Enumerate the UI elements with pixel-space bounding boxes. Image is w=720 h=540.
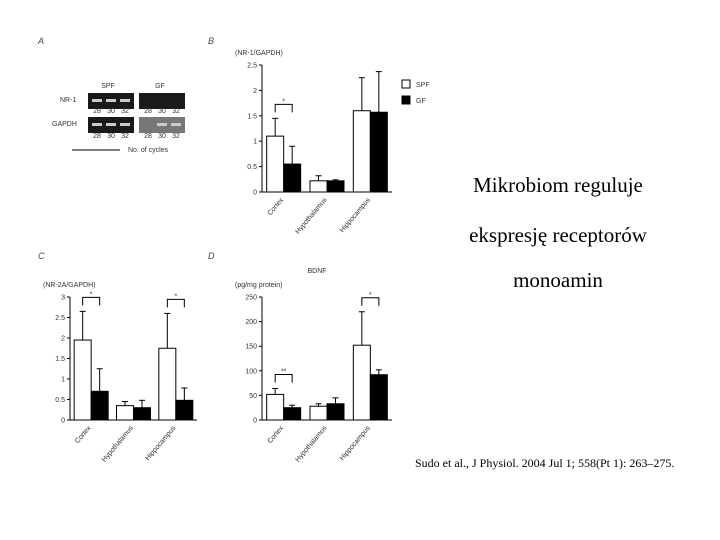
slide-title: monoamin bbox=[513, 268, 603, 292]
y-tick-label: 3 bbox=[61, 295, 65, 302]
significance-bracket bbox=[361, 297, 380, 306]
bar bbox=[175, 399, 194, 421]
gel-group: SPF bbox=[101, 83, 115, 90]
bar bbox=[266, 135, 285, 193]
slide-title: ekspresję receptorów bbox=[469, 223, 648, 247]
gel-cycle: 28 bbox=[93, 133, 101, 140]
bar bbox=[309, 180, 328, 193]
bar bbox=[116, 405, 134, 421]
y-tick-label: 0.5 bbox=[247, 164, 257, 171]
bar bbox=[326, 403, 345, 421]
y-tick-label: 1 bbox=[61, 377, 65, 384]
bar bbox=[326, 180, 345, 193]
gel bbox=[139, 93, 185, 109]
bar bbox=[309, 405, 328, 421]
legend-label: GF bbox=[416, 98, 426, 105]
significance-bracket bbox=[274, 374, 293, 383]
significance-bracket bbox=[274, 103, 293, 113]
y-axis-label: (NR-1/GAPDH) bbox=[235, 50, 283, 57]
bar bbox=[90, 390, 109, 421]
y-tick-label: 0 bbox=[253, 418, 257, 425]
bar bbox=[369, 111, 388, 193]
bar bbox=[266, 393, 285, 421]
bar bbox=[158, 347, 177, 421]
chart-title: BDNF bbox=[307, 268, 326, 275]
legend-swatch bbox=[401, 79, 411, 89]
y-tick-label: 2.5 bbox=[247, 63, 257, 70]
gel-cycle: 32 bbox=[172, 108, 180, 115]
gel-cycle: 28 bbox=[144, 108, 152, 115]
bar bbox=[283, 407, 302, 421]
legend-label: SPF bbox=[416, 82, 430, 89]
panel-letter: A bbox=[37, 36, 44, 46]
bar bbox=[133, 407, 151, 421]
bar bbox=[352, 344, 371, 421]
cycles-label: No. of cycles bbox=[128, 147, 169, 154]
y-tick-label: 250 bbox=[245, 295, 257, 302]
significance-label: * bbox=[282, 98, 285, 105]
gel-cycle: 32 bbox=[121, 133, 129, 140]
bar bbox=[73, 339, 92, 421]
y-tick-label: 1 bbox=[253, 139, 257, 146]
significance-label: * bbox=[369, 292, 372, 299]
panel-letter: C bbox=[38, 251, 45, 261]
significance-label: * bbox=[174, 293, 177, 300]
significance-bracket bbox=[166, 298, 185, 308]
significance-label: ** bbox=[281, 369, 287, 376]
gel-cycle: 32 bbox=[172, 133, 180, 140]
gel-cycle: 28 bbox=[144, 133, 152, 140]
gel-row: GAPDH bbox=[52, 121, 77, 128]
slide-title: Mikrobiom reguluje bbox=[473, 173, 643, 197]
gel-group: GF bbox=[155, 83, 165, 90]
y-tick-label: 150 bbox=[245, 344, 257, 351]
bar bbox=[283, 163, 302, 193]
y-tick-label: 2.5 bbox=[55, 315, 65, 322]
y-tick-label: 2 bbox=[253, 88, 257, 95]
y-tick-label: 0.5 bbox=[55, 397, 65, 404]
bar bbox=[352, 110, 371, 193]
gel-cycle: 30 bbox=[158, 108, 166, 115]
significance-bracket bbox=[82, 296, 101, 306]
y-axis-label: (NR-2A/GAPDH) bbox=[43, 282, 96, 289]
gel-cycle: 30 bbox=[107, 133, 115, 140]
gel-cycle: 32 bbox=[121, 108, 129, 115]
panel-letter: D bbox=[208, 251, 215, 261]
y-tick-label: 50 bbox=[249, 393, 257, 400]
y-tick-label: 200 bbox=[245, 319, 257, 326]
panel-letter: B bbox=[208, 36, 214, 46]
legend-swatch bbox=[401, 95, 411, 105]
y-tick-label: 2 bbox=[61, 336, 65, 343]
y-tick-label: 0 bbox=[253, 190, 257, 197]
y-tick-label: 0 bbox=[61, 418, 65, 425]
y-tick-label: 1.5 bbox=[247, 113, 257, 120]
significance-label: * bbox=[90, 291, 93, 298]
citation: Sudo et al., J Physiol. 2004 Jul 1; 558(… bbox=[415, 456, 674, 470]
y-tick-label: 1.5 bbox=[55, 356, 65, 363]
y-axis-label: (pg/mg protein) bbox=[235, 282, 282, 289]
gel-cycle: 30 bbox=[107, 108, 115, 115]
gel-bands bbox=[92, 99, 181, 126]
gel-cycle: 30 bbox=[158, 133, 166, 140]
y-tick-label: 100 bbox=[245, 368, 257, 375]
bar bbox=[369, 374, 388, 421]
gel-cycle: 28 bbox=[93, 108, 101, 115]
gel-row: NR-1 bbox=[60, 97, 76, 104]
